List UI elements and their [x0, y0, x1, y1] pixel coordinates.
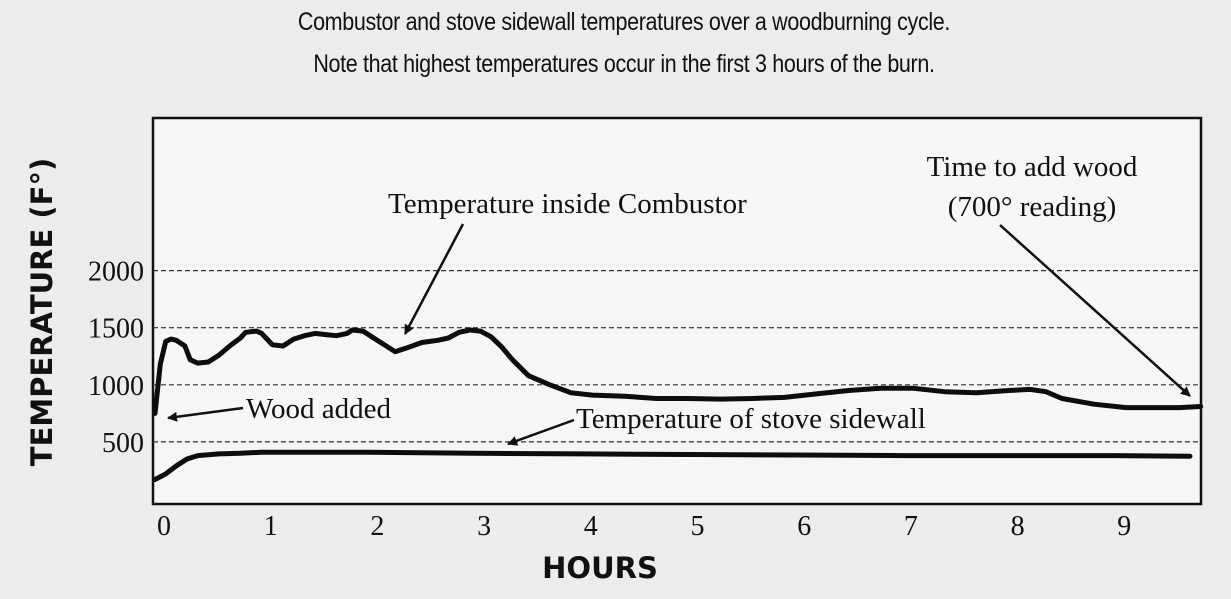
- arrow-sidewall: [507, 418, 575, 446]
- x-tick-label: 6: [797, 511, 811, 542]
- y-axis-label: TEMPERATURE (F°): [25, 158, 59, 466]
- y-tick-label: 500: [102, 428, 144, 459]
- x-axis-label: HOURS: [542, 551, 658, 585]
- chart-subtitle: Note that highest temperatures occur in …: [313, 50, 935, 78]
- x-tick-label: 9: [1117, 511, 1131, 542]
- arrow-combustor: [403, 223, 465, 335]
- plot-frame: [151, 116, 1203, 506]
- y-tick-label: 2000: [88, 257, 144, 288]
- series-sidewall-line: [152, 449, 1193, 483]
- y-tick-label: 1500: [88, 314, 144, 345]
- annotation-sidewall: Temperature of stove sidewall: [576, 403, 926, 435]
- annotation-wood-added: Wood added: [246, 393, 392, 425]
- y-tick-label: 1000: [88, 371, 144, 402]
- annotation-add-wood-reading: (700° reading): [948, 191, 1117, 223]
- arrow-wood-added: [167, 406, 244, 422]
- x-tick-label: 5: [691, 511, 705, 542]
- arrow-add-wood: [999, 224, 1191, 397]
- annotation-combustor: Temperature inside Combustor: [388, 188, 747, 220]
- chart-title: Combustor and stove sidewall temperature…: [297, 8, 951, 36]
- x-tick-label: 8: [1011, 511, 1025, 542]
- x-tick-label: 3: [477, 511, 491, 542]
- annotation-add-wood: Time to add wood: [927, 151, 1138, 183]
- series-combustor-line: [152, 327, 1204, 416]
- x-tick-label: 7: [904, 511, 918, 542]
- x-tick-label: 0: [157, 511, 171, 542]
- x-tick-label: 4: [584, 511, 598, 542]
- x-tick-label: 1: [264, 511, 278, 542]
- x-tick-label: 2: [370, 511, 384, 542]
